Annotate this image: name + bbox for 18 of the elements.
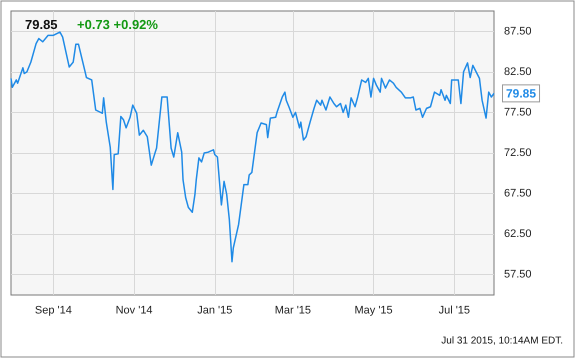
y-tick-label: 57.50: [504, 268, 532, 281]
line-series: [10, 31, 495, 262]
x-tick-label: Nov '14: [116, 304, 153, 316]
x-tick-label: Sep '14: [34, 304, 72, 316]
y-tick-label: 62.50: [504, 228, 532, 240]
y-tick-label: 67.50: [504, 188, 532, 200]
annotation: 79.85: [506, 86, 536, 100]
text: Jul 31 2015, 10:14AM EDT.: [441, 336, 564, 346]
x-tick-label: May '15: [354, 304, 393, 316]
x-tick-label: Jan '15: [197, 304, 232, 316]
x-tick-label: Jul '15: [438, 304, 470, 316]
text: 79.85: [25, 17, 58, 32]
y-tick-label: 72.50: [504, 147, 532, 159]
y-tick-label: 82.50: [504, 66, 532, 78]
text: +0.73 +0.92%: [77, 17, 158, 32]
y-tick-label: 77.50: [504, 106, 532, 118]
y-tick-label: 87.50: [504, 25, 532, 38]
x-tick-label: Mar '15: [274, 304, 312, 316]
